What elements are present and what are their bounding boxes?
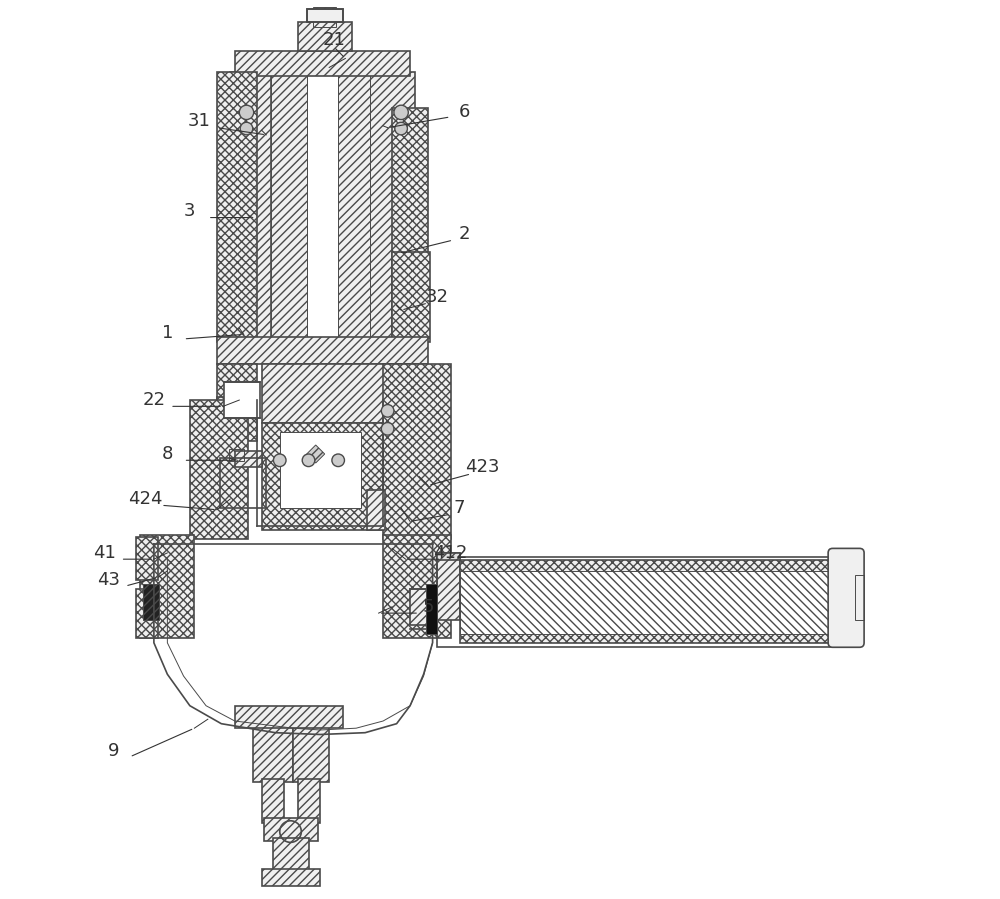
Bar [262,779,284,823]
Text: 41: 41 [93,544,116,562]
Circle shape [395,122,407,135]
Text: 21: 21 [322,31,345,49]
Polygon shape [307,445,325,463]
Bar [235,451,262,467]
Bar [313,7,336,27]
Bar [217,364,257,400]
Circle shape [273,454,286,467]
Bar [370,72,415,342]
Text: 412: 412 [433,544,468,562]
Bar [855,575,864,620]
Bar [143,584,159,620]
Bar [235,706,343,728]
Bar [230,72,271,342]
Bar [837,562,860,634]
Bar [293,715,329,782]
Bar [367,490,385,530]
Bar [307,72,338,342]
Polygon shape [437,553,460,560]
Bar [383,535,451,638]
Circle shape [302,454,315,467]
Circle shape [332,454,344,467]
Text: 8: 8 [162,445,173,463]
Bar [136,589,158,638]
Text: 5: 5 [422,598,434,616]
Text: 43: 43 [97,571,120,589]
FancyBboxPatch shape [828,548,864,647]
Text: 31: 31 [187,112,210,130]
Bar [220,458,266,508]
Bar [307,9,343,22]
Text: 1: 1 [162,324,173,342]
Bar [460,571,842,634]
Bar [437,553,460,620]
Bar [437,557,860,647]
Bar [262,869,320,886]
Circle shape [381,423,394,435]
Bar [307,9,343,22]
Bar [410,589,433,625]
Bar [264,818,318,841]
Text: 22: 22 [142,391,165,409]
Text: 6: 6 [458,103,470,121]
Bar [298,779,320,823]
Bar [217,72,257,342]
Bar [383,364,451,539]
Bar [273,838,309,872]
Bar [392,108,428,342]
Bar [190,400,248,539]
Bar [224,382,260,418]
Bar [460,560,855,643]
Text: 32: 32 [426,288,449,306]
Text: 7: 7 [454,499,465,517]
Bar [298,22,352,51]
Text: 423: 423 [465,458,499,476]
Bar [217,337,428,364]
Bar [262,423,383,530]
Bar [253,715,293,782]
Text: 3: 3 [184,202,196,220]
Bar [140,535,194,638]
Bar [229,449,244,461]
Bar [392,252,430,342]
Text: 9: 9 [108,742,119,760]
Circle shape [240,122,253,135]
Bar [280,432,361,508]
Bar [262,364,415,423]
Bar [217,397,257,441]
Circle shape [239,105,254,120]
Bar [338,72,370,342]
Circle shape [381,405,394,417]
Text: 2: 2 [458,225,470,243]
Bar [136,537,158,580]
Text: 424: 424 [128,490,162,508]
Bar [271,72,307,342]
Circle shape [394,105,408,120]
Bar [426,584,437,634]
Bar [235,51,410,76]
